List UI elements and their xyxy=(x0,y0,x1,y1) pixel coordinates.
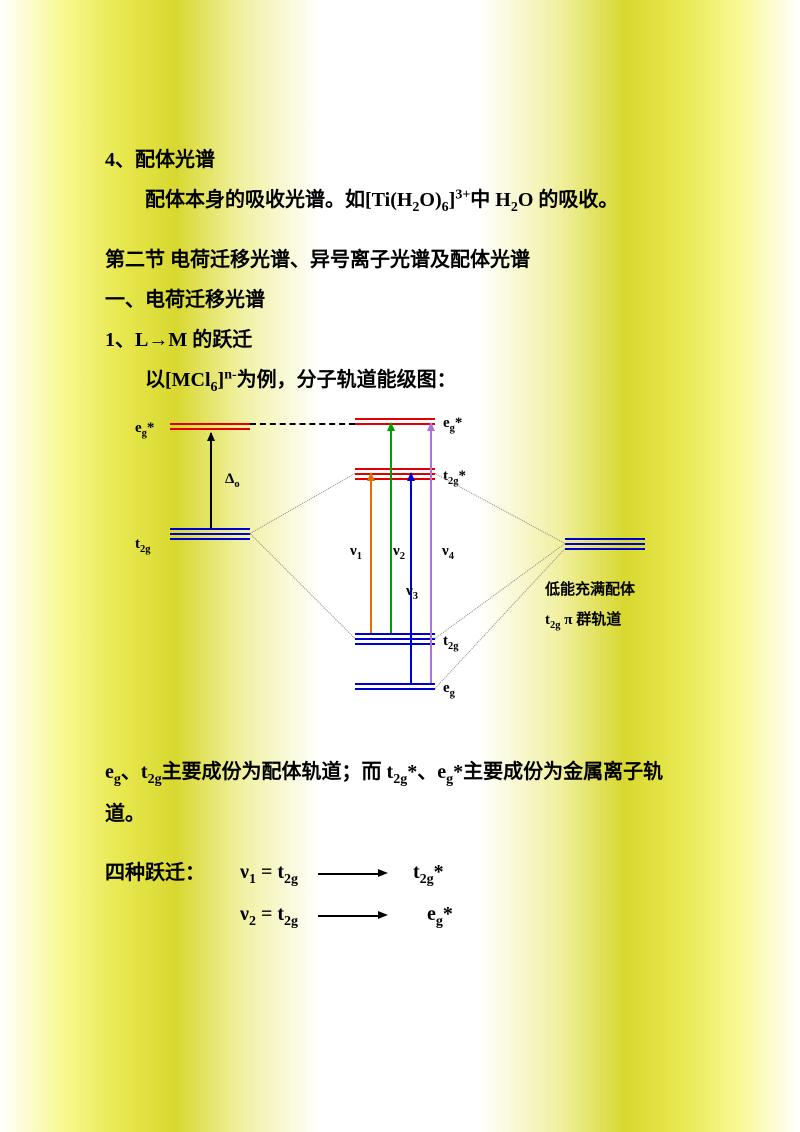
text: 为例，分子轨道能级图： xyxy=(237,369,457,391)
item-1: 1、L→M 的跃迁 xyxy=(105,320,700,360)
text: 、t xyxy=(121,761,148,783)
sub: 2 xyxy=(511,200,518,215)
transitions-heading: 四种跃迁： xyxy=(105,853,240,893)
example-line: 以[MCl6]n-为例，分子轨道能级图： xyxy=(105,360,700,402)
energy-level-diagram: eg*t2gΔoeg*t2g*t2geg低能充满配体t2g π 群轨道ν1ν2ν… xyxy=(115,408,715,728)
sub: 6 xyxy=(442,200,449,215)
trans1-lhs: ν1 = t2g xyxy=(240,852,298,894)
paragraph-1: 配体本身的吸收光谱。如[Ti(H2O)6]3+中 H2O 的吸收。 xyxy=(105,180,700,222)
text: 主要成份为配体轨道；而 t xyxy=(162,761,394,783)
transitions-row-1: 四种跃迁： ν1 = t2g t2g* xyxy=(105,852,700,894)
sup: n- xyxy=(224,367,236,382)
transitions-row-2: ν2 = t2g eg* xyxy=(105,894,700,936)
trans1-rhs: t2g* xyxy=(413,852,444,894)
sub: 6 xyxy=(211,380,218,395)
conclusion-paragraph: eg、t2g主要成份为配体轨道；而 t2g*、eg*主要成份为金属离子轨道。 xyxy=(105,752,700,834)
section-2-title: 第二节 电荷迁移光谱、异号离子光谱及配体光谱 xyxy=(105,240,700,280)
text: e xyxy=(105,761,114,783)
text: 中 H xyxy=(470,189,511,211)
text: 配体本身的吸收光谱。如[Ti(H xyxy=(145,189,412,211)
trans2-rhs: eg* xyxy=(413,894,453,936)
text: *、e xyxy=(407,761,446,783)
heading-4: 4、配体光谱 xyxy=(105,140,700,180)
sup: 3+ xyxy=(455,187,470,202)
sub: g xyxy=(114,772,121,787)
text: O) xyxy=(419,189,441,211)
sub: 2g xyxy=(148,772,162,787)
subsection-a: 一、电荷迁移光谱 xyxy=(105,280,700,320)
trans2-lhs: ν2 = t2g xyxy=(240,894,298,936)
text: O 的吸收。 xyxy=(518,189,619,211)
text: 以[MCl xyxy=(145,369,211,391)
page-content: 4、配体光谱 配体本身的吸收光谱。如[Ti(H2O)6]3+中 H2O 的吸收。… xyxy=(0,0,800,996)
sub: 2g xyxy=(393,772,407,787)
